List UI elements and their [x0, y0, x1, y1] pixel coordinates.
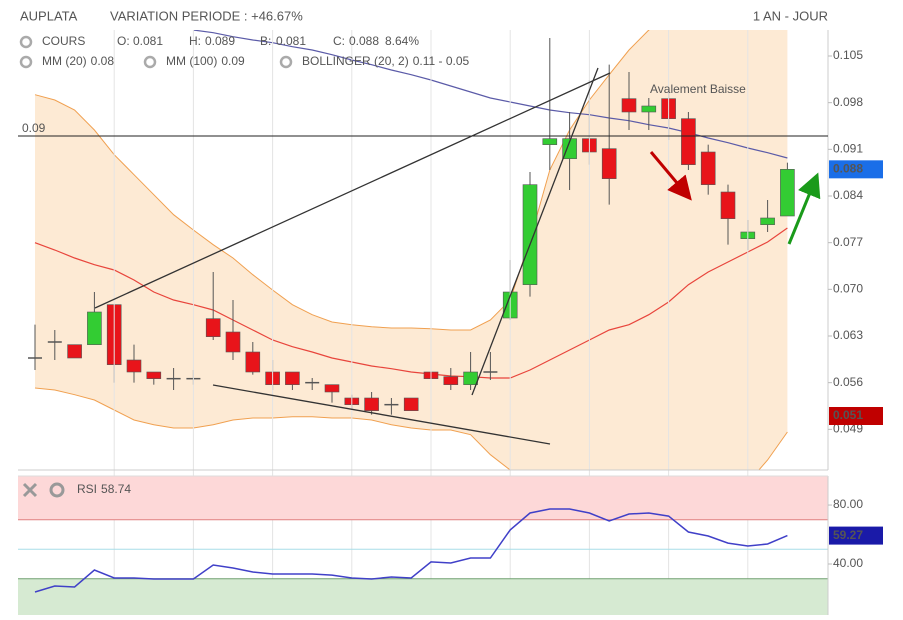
legend-name: MM (20) — [42, 54, 87, 68]
legend-value: 0.08 — [91, 54, 115, 68]
gear-icon[interactable] — [279, 55, 293, 69]
rsi-badge-label: 59.27 — [833, 528, 863, 542]
candle-body — [562, 138, 577, 159]
legend-name: MM (100) — [166, 54, 217, 68]
legend-name: BOLLINGER (20, 2) — [302, 54, 409, 68]
candle-body — [245, 351, 261, 373]
candle-body — [760, 217, 775, 225]
legend: COURS O: 0.081 H: 0.089 B: 0.081 C: 0.088 8.64%MM… — [19, 34, 470, 69]
oversold-zone — [18, 578, 828, 615]
arrow-down — [649, 151, 692, 201]
close-icon[interactable] — [22, 482, 38, 498]
y-tick-label: 0.098 — [833, 95, 863, 109]
level-label: 0.09 — [22, 121, 46, 135]
legend-label: COURS — [42, 34, 85, 48]
bollinger-fill — [35, 30, 788, 470]
overbought-zone — [18, 476, 828, 520]
candle-body — [87, 311, 102, 345]
y-tick-label: 0.063 — [833, 328, 863, 342]
candle-body — [403, 397, 419, 411]
candle-body — [205, 318, 221, 337]
rsi-badge — [829, 526, 883, 545]
trend-line — [94, 72, 611, 309]
rsi-value: 58.74 — [101, 482, 131, 496]
legend-entry[interactable]: MM (20) 0.08 — [42, 54, 114, 68]
candle-body — [126, 359, 142, 373]
candle-body — [443, 376, 459, 385]
ohlc-value: 0.088 — [349, 34, 379, 48]
ohlc-key: H: — [189, 34, 201, 48]
price-badge-label: 0.051 — [833, 408, 863, 422]
rsi-icons — [22, 482, 65, 498]
plot-area — [18, 476, 828, 615]
candle-body — [364, 397, 379, 411]
legend-entry[interactable]: BOLLINGER (20, 2) 0.11 - 0.05 — [302, 54, 470, 68]
trend-line — [471, 67, 599, 396]
ohlc-key: B: — [260, 34, 271, 48]
symbol: AUPLATA — [20, 8, 78, 23]
ohlc-value: 0.081 — [133, 34, 163, 48]
y-tick-label: 0.091 — [833, 142, 863, 156]
price-badge — [829, 407, 883, 425]
candle-body — [146, 371, 162, 379]
rsi-title: RSI 58.74 — [77, 482, 131, 496]
ohlc-value: 0.081 — [276, 34, 306, 48]
candle-body — [681, 118, 696, 165]
legend-value: 0.11 - 0.05 — [413, 54, 470, 68]
drawings — [94, 67, 821, 445]
candle-body — [67, 344, 82, 359]
ohlc-key: C: — [333, 34, 345, 48]
candle-body — [641, 105, 657, 113]
legend-entry[interactable]: MM (100) 0.09 — [166, 54, 245, 68]
ohlc-key: O: — [117, 34, 130, 48]
y-tick-label: 0.056 — [833, 375, 863, 389]
candle-body — [285, 371, 300, 385]
bollinger-upper — [34, 30, 650, 331]
y-tick-label: 0.084 — [833, 188, 863, 202]
y-tick-label: 0.105 — [833, 48, 863, 62]
gear-icon[interactable] — [49, 482, 65, 498]
y-tick-label: 40.00 — [833, 556, 863, 570]
variation: VARIATION PERIODE : +46.67% — [110, 8, 303, 23]
y-tick-label: 0.070 — [833, 282, 863, 296]
arrow-up — [787, 172, 821, 245]
candle-body — [522, 184, 538, 285]
gear-icon[interactable] — [19, 35, 33, 49]
candle-body — [463, 371, 478, 385]
ohlc-change: 8.64% — [385, 34, 419, 48]
trend-line — [212, 384, 551, 445]
y-tick-label: 0.049 — [833, 422, 863, 436]
y-tick-label: 0.077 — [833, 235, 863, 249]
y-tick-label: 80.00 — [833, 497, 863, 511]
candle-body — [720, 191, 736, 219]
rsi-panel: 80.00 40.00 59.27 RSI 58.74 — [18, 475, 883, 615]
ohlc-value: 0.089 — [205, 34, 235, 48]
candle-body — [621, 98, 637, 113]
rsi-line — [34, 508, 788, 593]
annotation: Avalement Baisse — [650, 82, 746, 96]
legend-value: 0.09 — [221, 54, 245, 68]
rsi-name: RSI — [77, 482, 97, 496]
bollinger-lower — [34, 387, 788, 470]
candle-body — [700, 151, 716, 185]
candle-body — [542, 138, 558, 145]
candle-body — [601, 148, 617, 179]
price-panel: 0.105 0.098 0.091 0.084 0.077 0.070 0.063 0.056… — [18, 30, 883, 615]
candle-body — [225, 331, 241, 353]
gear-icon[interactable] — [19, 55, 33, 69]
moving-average — [34, 227, 788, 379]
gear-icon[interactable] — [143, 55, 157, 69]
period[interactable]: 1 AN - JOUR — [753, 8, 828, 23]
candle-body — [780, 169, 795, 217]
price-badge-label: 0.088 — [833, 162, 863, 176]
price-badge — [829, 160, 883, 179]
candle-body — [324, 384, 340, 393]
